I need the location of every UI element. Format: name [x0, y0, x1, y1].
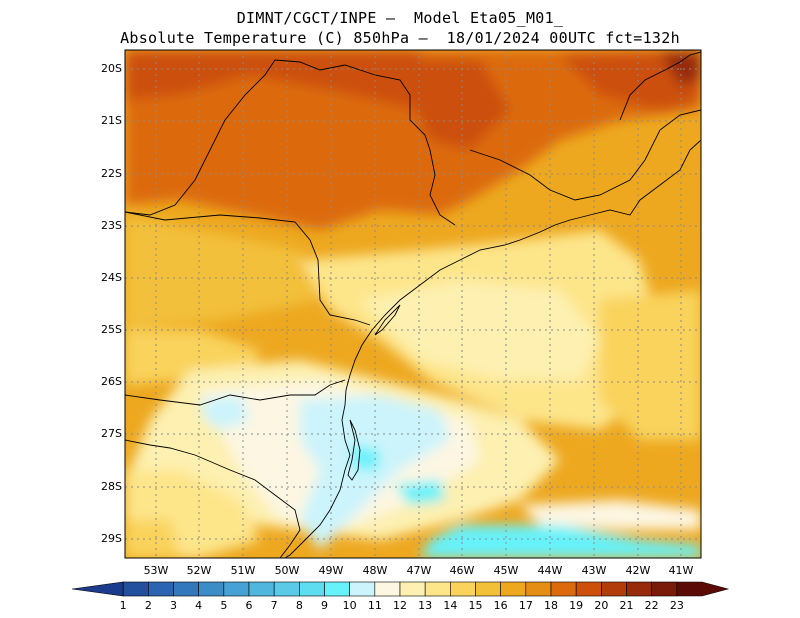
- temperature-field: [125, 50, 701, 558]
- lon-label: 41W: [668, 564, 694, 577]
- colorbar-tick-label: 11: [367, 599, 382, 612]
- lon-label: 48W: [362, 564, 388, 577]
- colorbar-swatch: [148, 581, 174, 597]
- colorbar-tick-label: 1: [119, 599, 127, 612]
- colorbar-swatch: [550, 581, 577, 597]
- colorbar-swatch: [173, 581, 199, 597]
- colorbar-tick-label: 9: [321, 599, 328, 612]
- lon-label: 44W: [537, 564, 563, 577]
- state-border-5: [619, 51, 701, 121]
- map-frame: [124, 49, 702, 559]
- colorbar-tick-label: 17: [518, 599, 533, 612]
- colorbar-swatch: [500, 581, 527, 597]
- colorbar-tick-label: 5: [220, 599, 228, 612]
- colorbar-swatch: [71, 581, 124, 597]
- colorbar-swatch: [424, 581, 451, 597]
- colorbar-tick-label: 6: [245, 599, 253, 612]
- colorbar-swatch: [601, 581, 627, 597]
- lon-label: 50W: [274, 564, 300, 577]
- colorbar-tick-label: 18: [544, 599, 558, 612]
- colorbar-tick-label: 4: [195, 599, 203, 612]
- colorbar-swatch: [575, 581, 602, 597]
- colorbar-tick-label: 3: [170, 599, 177, 612]
- chart-title-line-2: Absolute Temperature (C) 850hPa – 18/01/…: [120, 29, 680, 47]
- coastline: [284, 139, 701, 558]
- lon-label: 46W: [449, 564, 475, 577]
- colorbar-swatch: [324, 581, 350, 597]
- grid-lines: [125, 50, 701, 558]
- colorbar-swatch: [299, 581, 325, 597]
- lat-label: 21S: [101, 114, 122, 127]
- lon-label: 42W: [625, 564, 651, 577]
- lon-label: 53W: [143, 564, 169, 577]
- state-border-2: [125, 211, 371, 326]
- state-border-6: [469, 109, 701, 201]
- lat-label: 29S: [101, 532, 122, 545]
- lat-label: 24S: [101, 271, 122, 284]
- colorbar-swatch: [676, 581, 730, 597]
- lon-label: 45W: [493, 564, 519, 577]
- colorbar-swatch: [223, 581, 250, 597]
- colorbar-swatch: [626, 581, 652, 597]
- colorbar-tick-label: 20: [594, 599, 609, 612]
- colorbar-swatch: [525, 581, 552, 597]
- lagoon: [347, 419, 361, 481]
- lon-label: 52W: [186, 564, 212, 577]
- lon-label: 47W: [406, 564, 432, 577]
- lon-label: 51W: [230, 564, 256, 577]
- colorbar-swatch: [651, 581, 678, 597]
- lat-label: 23S: [101, 219, 122, 232]
- colorbar-tick-label: 13: [418, 599, 433, 612]
- lat-label: 22S: [101, 167, 122, 180]
- chart-title-line-1: DIMNT/CGCT/INPE – Model Eta05_M01_: [236, 9, 564, 27]
- lat-label: 20S: [101, 62, 122, 75]
- colorbar-tick-label: 21: [619, 599, 634, 612]
- bay: [374, 304, 401, 336]
- colorbar-tick-label: 8: [295, 599, 303, 612]
- colorbar-tick-label: 19: [569, 599, 584, 612]
- lon-label: 43W: [581, 564, 607, 577]
- lat-label: 25S: [101, 323, 122, 336]
- lat-label: 28S: [101, 480, 122, 493]
- colorbar-swatch: [198, 581, 225, 597]
- colorbar-tick-label: 2: [144, 599, 152, 612]
- colorbar-swatch: [475, 581, 501, 597]
- colorbar-tick-label: 15: [468, 599, 483, 612]
- colorbar-tick-label: 14: [443, 599, 458, 612]
- colorbar: [71, 581, 730, 597]
- colorbar-tick-label: 7: [270, 599, 278, 612]
- lat-label: 26S: [101, 375, 122, 388]
- colorbar-swatch: [399, 581, 426, 597]
- colorbar-tick-label: 23: [669, 599, 684, 612]
- colorbar-swatch: [450, 581, 476, 597]
- colorbar-swatch: [374, 581, 401, 597]
- colorbar-swatch: [248, 581, 275, 597]
- lat-label: 27S: [101, 427, 122, 440]
- colorbar-swatch: [122, 581, 149, 597]
- colorbar-tick-label: 22: [644, 599, 659, 612]
- state-border-1: [125, 59, 456, 226]
- colorbar-swatch: [273, 581, 300, 597]
- colorbar-tick-label: 16: [493, 599, 508, 612]
- state-border-4: [125, 439, 301, 558]
- lon-label: 49W: [318, 564, 344, 577]
- colorbar-tick-label: 10: [342, 599, 357, 612]
- state-border-3: [125, 379, 346, 406]
- coastline-borders: [125, 51, 701, 558]
- colorbar-tick-label: 12: [393, 599, 407, 612]
- colorbar-swatch: [349, 581, 376, 597]
